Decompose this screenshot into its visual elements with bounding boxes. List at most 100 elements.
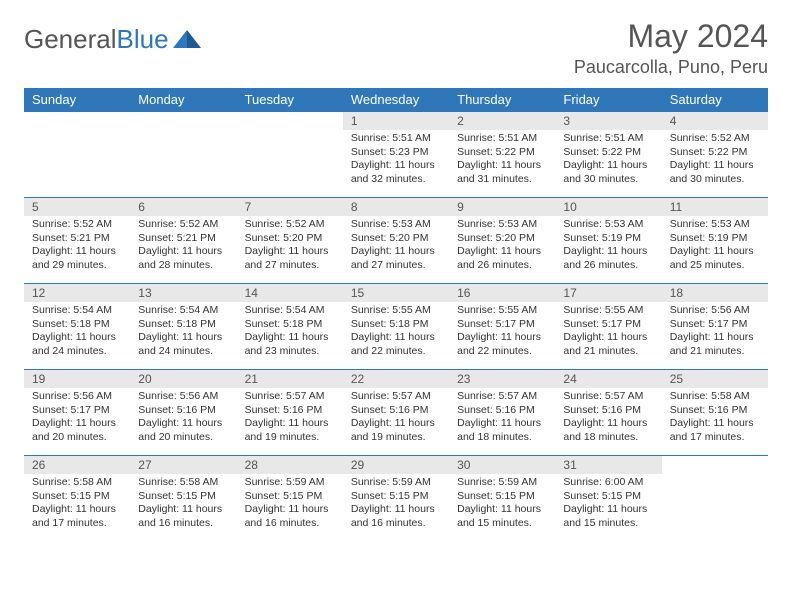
day-details: Sunrise: 5:51 AMSunset: 5:22 PMDaylight:… [555, 130, 661, 191]
sunrise-text: Sunrise: 5:57 AM [351, 390, 441, 404]
sunset-text: Sunset: 5:17 PM [563, 318, 653, 332]
day-number: 25 [662, 370, 768, 388]
sunset-text: Sunset: 5:15 PM [138, 490, 228, 504]
day-details: Sunrise: 5:56 AMSunset: 5:17 PMDaylight:… [24, 388, 130, 449]
title-block: May 2024 Paucarcolla, Puno, Peru [574, 18, 768, 78]
sunrise-text: Sunrise: 5:56 AM [32, 390, 122, 404]
calendar-day-cell: 8Sunrise: 5:53 AMSunset: 5:20 PMDaylight… [343, 198, 449, 284]
sunrise-text: Sunrise: 5:51 AM [351, 132, 441, 146]
calendar-week-row: 5Sunrise: 5:52 AMSunset: 5:21 PMDaylight… [24, 198, 768, 284]
sunrise-text: Sunrise: 5:59 AM [245, 476, 335, 490]
day-number: 18 [662, 284, 768, 302]
sunset-text: Sunset: 5:21 PM [138, 232, 228, 246]
sunrise-text: Sunrise: 5:55 AM [351, 304, 441, 318]
day-number: 7 [237, 198, 343, 216]
day-details: Sunrise: 5:52 AMSunset: 5:21 PMDaylight:… [130, 216, 236, 277]
calendar-day-cell: 18Sunrise: 5:56 AMSunset: 5:17 PMDayligh… [662, 284, 768, 370]
sunrise-text: Sunrise: 5:56 AM [138, 390, 228, 404]
calendar-day-cell: 27Sunrise: 5:58 AMSunset: 5:15 PMDayligh… [130, 456, 236, 542]
month-title: May 2024 [574, 18, 768, 55]
day-number: 8 [343, 198, 449, 216]
daylight-text: Daylight: 11 hours and 18 minutes. [563, 417, 653, 444]
sunset-text: Sunset: 5:21 PM [32, 232, 122, 246]
daylight-text: Daylight: 11 hours and 31 minutes. [457, 159, 547, 186]
daylight-text: Daylight: 11 hours and 21 minutes. [563, 331, 653, 358]
daylight-text: Daylight: 11 hours and 32 minutes. [351, 159, 441, 186]
daylight-text: Daylight: 11 hours and 16 minutes. [351, 503, 441, 530]
day-details: Sunrise: 5:53 AMSunset: 5:19 PMDaylight:… [555, 216, 661, 277]
sunrise-text: Sunrise: 5:51 AM [457, 132, 547, 146]
sunrise-text: Sunrise: 5:58 AM [32, 476, 122, 490]
calendar-day-cell: 22Sunrise: 5:57 AMSunset: 5:16 PMDayligh… [343, 370, 449, 456]
calendar-day-cell [24, 112, 130, 198]
daylight-text: Daylight: 11 hours and 25 minutes. [670, 245, 760, 272]
calendar-day-cell: 17Sunrise: 5:55 AMSunset: 5:17 PMDayligh… [555, 284, 661, 370]
logo: GeneralBlue [24, 24, 203, 55]
weekday-header: Sunday [24, 88, 130, 112]
day-number: 29 [343, 456, 449, 474]
sunset-text: Sunset: 5:17 PM [457, 318, 547, 332]
sunset-text: Sunset: 5:16 PM [351, 404, 441, 418]
day-number: 20 [130, 370, 236, 388]
day-details: Sunrise: 5:56 AMSunset: 5:16 PMDaylight:… [130, 388, 236, 449]
calendar-day-cell: 7Sunrise: 5:52 AMSunset: 5:20 PMDaylight… [237, 198, 343, 284]
logo-text-blue: Blue [117, 24, 169, 55]
day-number [24, 112, 130, 130]
calendar-day-cell: 30Sunrise: 5:59 AMSunset: 5:15 PMDayligh… [449, 456, 555, 542]
sunrise-text: Sunrise: 5:51 AM [563, 132, 653, 146]
sunrise-text: Sunrise: 5:54 AM [245, 304, 335, 318]
daylight-text: Daylight: 11 hours and 18 minutes. [457, 417, 547, 444]
calendar-week-row: 1Sunrise: 5:51 AMSunset: 5:23 PMDaylight… [24, 112, 768, 198]
sunset-text: Sunset: 5:16 PM [670, 404, 760, 418]
daylight-text: Daylight: 11 hours and 20 minutes. [138, 417, 228, 444]
day-number: 27 [130, 456, 236, 474]
sunset-text: Sunset: 5:16 PM [563, 404, 653, 418]
day-details: Sunrise: 5:59 AMSunset: 5:15 PMDaylight:… [343, 474, 449, 535]
day-number [237, 112, 343, 130]
daylight-text: Daylight: 11 hours and 27 minutes. [245, 245, 335, 272]
day-number: 19 [24, 370, 130, 388]
calendar-week-row: 19Sunrise: 5:56 AMSunset: 5:17 PMDayligh… [24, 370, 768, 456]
sunset-text: Sunset: 5:22 PM [670, 146, 760, 160]
sunset-text: Sunset: 5:20 PM [457, 232, 547, 246]
calendar-week-row: 12Sunrise: 5:54 AMSunset: 5:18 PMDayligh… [24, 284, 768, 370]
day-details: Sunrise: 5:53 AMSunset: 5:20 PMDaylight:… [343, 216, 449, 277]
sunset-text: Sunset: 5:15 PM [245, 490, 335, 504]
sunrise-text: Sunrise: 5:59 AM [457, 476, 547, 490]
logo-mark-icon [173, 24, 203, 55]
daylight-text: Daylight: 11 hours and 16 minutes. [245, 503, 335, 530]
day-details: Sunrise: 5:57 AMSunset: 5:16 PMDaylight:… [237, 388, 343, 449]
sunset-text: Sunset: 5:18 PM [245, 318, 335, 332]
day-details: Sunrise: 5:52 AMSunset: 5:21 PMDaylight:… [24, 216, 130, 277]
weekday-header-row: Sunday Monday Tuesday Wednesday Thursday… [24, 88, 768, 112]
day-number: 10 [555, 198, 661, 216]
sunrise-text: Sunrise: 5:56 AM [670, 304, 760, 318]
calendar-day-cell: 25Sunrise: 5:58 AMSunset: 5:16 PMDayligh… [662, 370, 768, 456]
sunset-text: Sunset: 5:15 PM [457, 490, 547, 504]
day-number: 16 [449, 284, 555, 302]
weekday-header: Monday [130, 88, 236, 112]
page-header: GeneralBlue May 2024 Paucarcolla, Puno, … [24, 18, 768, 78]
calendar-body: 1Sunrise: 5:51 AMSunset: 5:23 PMDaylight… [24, 112, 768, 542]
calendar-day-cell: 31Sunrise: 6:00 AMSunset: 5:15 PMDayligh… [555, 456, 661, 542]
day-details: Sunrise: 5:51 AMSunset: 5:22 PMDaylight:… [449, 130, 555, 191]
sunrise-text: Sunrise: 6:00 AM [563, 476, 653, 490]
day-number: 1 [343, 112, 449, 130]
day-number: 24 [555, 370, 661, 388]
day-details: Sunrise: 5:52 AMSunset: 5:22 PMDaylight:… [662, 130, 768, 191]
day-number [662, 456, 768, 474]
daylight-text: Daylight: 11 hours and 22 minutes. [351, 331, 441, 358]
sunset-text: Sunset: 5:23 PM [351, 146, 441, 160]
daylight-text: Daylight: 11 hours and 30 minutes. [670, 159, 760, 186]
daylight-text: Daylight: 11 hours and 23 minutes. [245, 331, 335, 358]
calendar-day-cell: 19Sunrise: 5:56 AMSunset: 5:17 PMDayligh… [24, 370, 130, 456]
day-number: 22 [343, 370, 449, 388]
day-number: 28 [237, 456, 343, 474]
sunrise-text: Sunrise: 5:57 AM [457, 390, 547, 404]
day-number: 5 [24, 198, 130, 216]
day-details: Sunrise: 5:57 AMSunset: 5:16 PMDaylight:… [343, 388, 449, 449]
day-details: Sunrise: 5:55 AMSunset: 5:18 PMDaylight:… [343, 302, 449, 363]
calendar-day-cell: 2Sunrise: 5:51 AMSunset: 5:22 PMDaylight… [449, 112, 555, 198]
daylight-text: Daylight: 11 hours and 17 minutes. [32, 503, 122, 530]
calendar-day-cell: 20Sunrise: 5:56 AMSunset: 5:16 PMDayligh… [130, 370, 236, 456]
